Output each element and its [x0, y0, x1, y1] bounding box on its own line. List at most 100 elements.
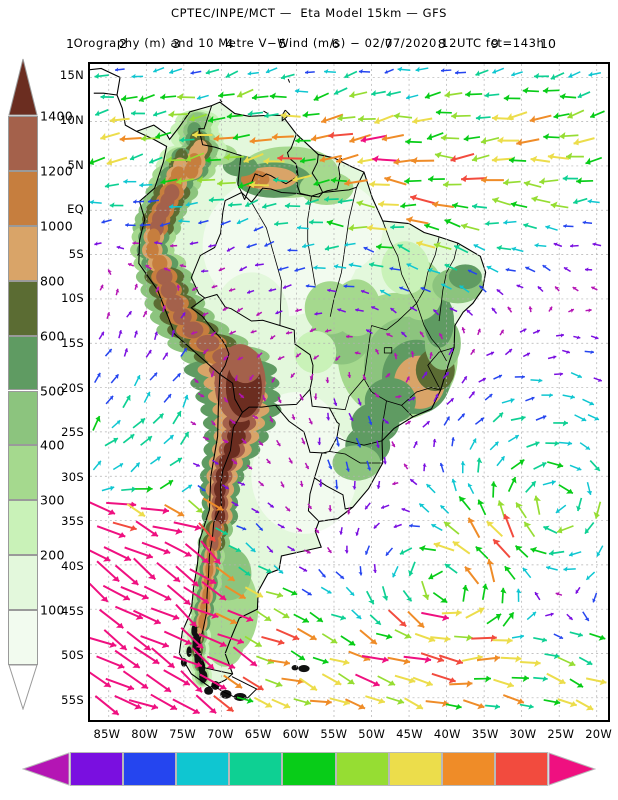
wind-vector-head	[201, 598, 209, 604]
wind-vector-head	[249, 548, 256, 552]
wind-vector-head	[569, 394, 575, 400]
wind-vector-head	[253, 227, 257, 232]
wind-vector-head	[576, 374, 582, 379]
wind-vector-head	[100, 596, 108, 602]
wind-vector-head	[122, 595, 130, 601]
wind-vector-head	[226, 247, 230, 252]
wind-vector-head	[522, 675, 529, 683]
wind-vector-head	[308, 421, 313, 425]
wind-vector-head	[177, 457, 182, 464]
wind-vector-head	[563, 223, 567, 228]
wind-vector-head	[292, 174, 298, 183]
wind-vector-head	[412, 396, 416, 401]
orography-color-segment	[8, 390, 38, 446]
wind-vector-head	[489, 394, 493, 399]
wind-vector-head	[342, 699, 350, 707]
wind-vector-head	[309, 375, 314, 380]
map-panel[interactable]	[88, 62, 610, 722]
wind-vector-head	[419, 544, 426, 552]
wind-vector-head	[111, 576, 120, 582]
wind-vector-head	[227, 575, 235, 581]
wind-vector-head	[533, 72, 540, 79]
wind-vector-head	[266, 460, 271, 464]
wind-vector-head	[490, 481, 498, 488]
wind-vector-head	[321, 116, 327, 124]
wind-vector-head	[372, 569, 377, 573]
wind-vector-head	[548, 393, 553, 398]
wind-vector-head	[316, 617, 323, 622]
wind-vector-head	[422, 463, 427, 468]
wind-vector-head	[325, 699, 332, 707]
wind-vector-head	[475, 546, 483, 552]
country-border	[329, 187, 357, 317]
wind-vector-head	[566, 152, 573, 160]
wind-vector-head	[516, 588, 522, 594]
wind-vector-head	[219, 641, 227, 648]
wind-vector-head	[106, 158, 112, 166]
wind-vector-head	[480, 417, 484, 423]
country-border	[383, 347, 393, 354]
orography-color-segment	[8, 280, 38, 336]
wind-vector-head	[408, 677, 416, 684]
wind-vector-head	[167, 662, 175, 668]
wind-vector-head	[246, 697, 254, 704]
wind-vector-head	[280, 111, 288, 119]
wind-tick-label: 2	[119, 36, 128, 51]
map-x-tick-label: 75W	[169, 727, 197, 741]
wind-vector-head	[116, 420, 121, 425]
wind-vector-head	[357, 157, 363, 165]
wind-vector-head	[588, 401, 594, 406]
wind-vector-head	[373, 524, 377, 529]
wind-vector-head	[523, 222, 529, 228]
map-y-tick-label: EQ	[67, 202, 84, 217]
wind-vector-head	[444, 521, 452, 528]
wind-vector-head	[296, 353, 299, 358]
wind-vector-head	[337, 197, 343, 205]
wind-vector-head	[568, 660, 576, 667]
wind-vector-head	[545, 224, 551, 230]
wind-vector-head	[184, 639, 192, 646]
wind-vector-head	[290, 373, 294, 378]
wind-vector-head	[283, 659, 290, 667]
wind-vector-head	[184, 551, 192, 557]
wind-vector-head	[573, 138, 579, 146]
wind-vector-head	[271, 378, 275, 383]
wind-vector-head	[582, 220, 587, 225]
wind-vector-head	[529, 115, 535, 123]
wind-vector-head	[275, 681, 283, 688]
wind-vector-head	[597, 378, 602, 382]
wind-vector-head	[143, 645, 151, 651]
wind-vector-head	[227, 663, 236, 670]
wind-vector-head	[194, 524, 202, 532]
map-x-tick-label: 80W	[131, 727, 159, 741]
wind-vector-head	[145, 553, 153, 560]
map-y-tick-label: 30S	[61, 469, 84, 484]
wind-vector-head	[532, 611, 536, 617]
map-y-tick-label: 15N	[59, 68, 84, 83]
wind-vector-head	[237, 307, 241, 312]
map-y-tick-label: 20S	[61, 380, 84, 395]
wind-vector-head	[563, 566, 568, 572]
wind-tick-label: 6	[331, 36, 340, 51]
wind-vector-head	[436, 656, 444, 663]
wind-vector-head	[106, 312, 111, 317]
wind-vector-head	[575, 589, 579, 594]
wind-vector-head	[231, 420, 236, 424]
wind-vector-head	[387, 680, 396, 686]
wind-vector-head	[507, 306, 512, 310]
wind-vector-head	[140, 134, 147, 142]
wind-vector-head	[420, 331, 424, 335]
wind-vector-head	[171, 329, 176, 334]
wind-vector-head	[269, 419, 274, 423]
wind-vector-head	[329, 638, 338, 644]
wind-vector-head	[102, 556, 111, 562]
wind-vector-head	[90, 157, 94, 165]
wind-vector-head	[176, 411, 182, 418]
wind-vector-head	[269, 92, 276, 100]
wind-vector-head	[427, 175, 434, 183]
wind-vector-head	[139, 222, 144, 227]
wind-vector-head	[461, 174, 467, 183]
wind-vector-head	[238, 593, 246, 599]
terrain-region	[184, 161, 199, 179]
wind-vector-head	[599, 678, 607, 686]
